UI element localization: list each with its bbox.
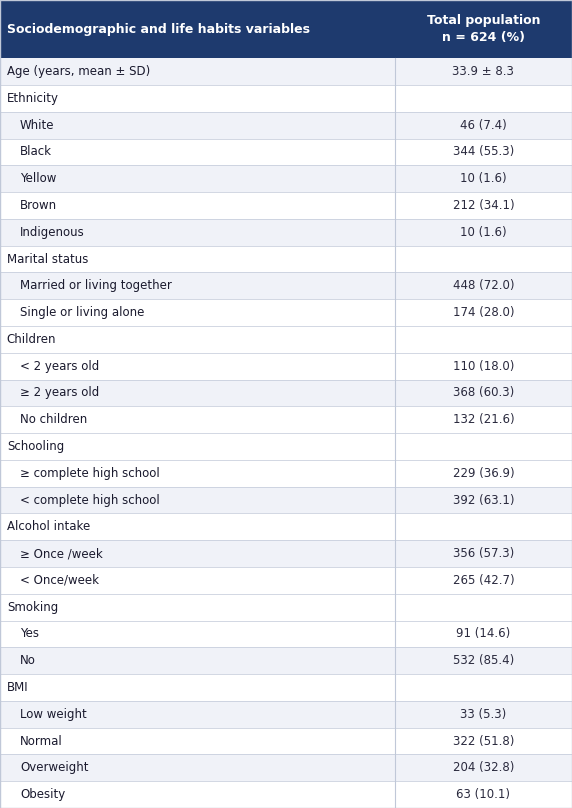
Text: 344 (55.3): 344 (55.3) bbox=[452, 145, 514, 158]
Text: 91 (14.6): 91 (14.6) bbox=[456, 628, 510, 641]
Text: 110 (18.0): 110 (18.0) bbox=[452, 360, 514, 372]
Text: 46 (7.4): 46 (7.4) bbox=[460, 119, 507, 132]
Text: ≥ Once /week: ≥ Once /week bbox=[20, 547, 103, 560]
Text: ≥ complete high school: ≥ complete high school bbox=[20, 467, 160, 480]
Text: 33 (5.3): 33 (5.3) bbox=[460, 708, 506, 721]
Text: No children: No children bbox=[20, 413, 88, 426]
Bar bbox=[0, 513, 572, 541]
Bar bbox=[0, 272, 572, 299]
Text: White: White bbox=[20, 119, 54, 132]
Text: Black: Black bbox=[20, 145, 52, 158]
Text: Ethnicity: Ethnicity bbox=[7, 92, 59, 105]
Text: 322 (51.8): 322 (51.8) bbox=[452, 734, 514, 747]
Bar bbox=[0, 647, 572, 674]
Text: Yellow: Yellow bbox=[20, 172, 57, 185]
Bar bbox=[0, 594, 572, 621]
Text: Obesity: Obesity bbox=[20, 788, 65, 801]
Text: 265 (42.7): 265 (42.7) bbox=[452, 574, 514, 587]
Text: Brown: Brown bbox=[20, 199, 57, 212]
Text: Total population
n = 624 (%): Total population n = 624 (%) bbox=[427, 14, 540, 44]
Text: Indigenous: Indigenous bbox=[20, 225, 85, 238]
Bar bbox=[0, 112, 572, 138]
Bar bbox=[0, 85, 572, 112]
Text: Schooling: Schooling bbox=[7, 440, 64, 453]
Bar bbox=[0, 166, 572, 192]
Text: Smoking: Smoking bbox=[7, 600, 58, 613]
Text: Single or living alone: Single or living alone bbox=[20, 306, 144, 319]
Text: 33.9 ± 8.3: 33.9 ± 8.3 bbox=[452, 65, 514, 78]
Bar bbox=[0, 755, 572, 781]
Bar bbox=[0, 138, 572, 166]
Text: 132 (21.6): 132 (21.6) bbox=[452, 413, 514, 426]
Bar bbox=[0, 781, 572, 808]
Text: 174 (28.0): 174 (28.0) bbox=[452, 306, 514, 319]
Text: Normal: Normal bbox=[20, 734, 63, 747]
Bar bbox=[0, 380, 572, 406]
Bar bbox=[0, 567, 572, 594]
Text: ≥ 2 years old: ≥ 2 years old bbox=[20, 386, 100, 399]
Bar bbox=[0, 621, 572, 647]
Text: 392 (63.1): 392 (63.1) bbox=[452, 494, 514, 507]
Bar bbox=[0, 246, 572, 272]
Text: Alcohol intake: Alcohol intake bbox=[7, 520, 90, 533]
Text: 212 (34.1): 212 (34.1) bbox=[452, 199, 514, 212]
Bar bbox=[0, 674, 572, 701]
Bar bbox=[0, 192, 572, 219]
Bar bbox=[0, 0, 572, 58]
Bar bbox=[0, 219, 572, 246]
Text: < complete high school: < complete high school bbox=[20, 494, 160, 507]
Bar bbox=[0, 460, 572, 486]
Bar bbox=[0, 326, 572, 353]
Text: No: No bbox=[20, 654, 36, 667]
Text: Children: Children bbox=[7, 333, 57, 346]
Text: 10 (1.6): 10 (1.6) bbox=[460, 172, 507, 185]
Bar bbox=[0, 58, 572, 85]
Text: 63 (10.1): 63 (10.1) bbox=[456, 788, 510, 801]
Text: 448 (72.0): 448 (72.0) bbox=[452, 280, 514, 292]
Bar bbox=[0, 728, 572, 755]
Bar bbox=[0, 406, 572, 433]
Text: 356 (57.3): 356 (57.3) bbox=[452, 547, 514, 560]
Bar bbox=[0, 701, 572, 728]
Bar bbox=[0, 299, 572, 326]
Text: < Once/week: < Once/week bbox=[20, 574, 99, 587]
Text: 10 (1.6): 10 (1.6) bbox=[460, 225, 507, 238]
Text: Overweight: Overweight bbox=[20, 761, 89, 774]
Text: Sociodemographic and life habits variables: Sociodemographic and life habits variabl… bbox=[7, 23, 310, 36]
Text: Marital status: Marital status bbox=[7, 253, 88, 266]
Text: Low weight: Low weight bbox=[20, 708, 87, 721]
Bar bbox=[0, 541, 572, 567]
Text: BMI: BMI bbox=[7, 681, 29, 694]
Bar bbox=[0, 353, 572, 380]
Text: 532 (85.4): 532 (85.4) bbox=[452, 654, 514, 667]
Text: 368 (60.3): 368 (60.3) bbox=[452, 386, 514, 399]
Text: Yes: Yes bbox=[20, 628, 39, 641]
Text: 204 (32.8): 204 (32.8) bbox=[452, 761, 514, 774]
Text: < 2 years old: < 2 years old bbox=[20, 360, 100, 372]
Bar bbox=[0, 486, 572, 513]
Text: 229 (36.9): 229 (36.9) bbox=[452, 467, 514, 480]
Text: Age (years, mean ± SD): Age (years, mean ± SD) bbox=[7, 65, 150, 78]
Bar bbox=[0, 433, 572, 460]
Text: Married or living together: Married or living together bbox=[20, 280, 172, 292]
